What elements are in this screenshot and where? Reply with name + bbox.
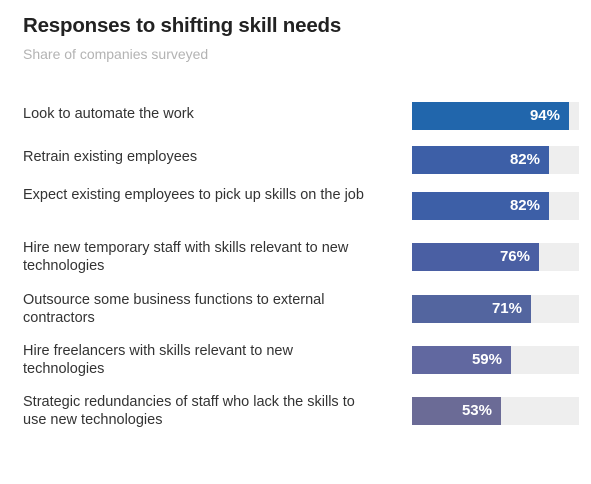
bar-track: 82% bbox=[412, 146, 579, 174]
bar-track: 76% bbox=[412, 243, 579, 271]
category-label: Look to automate the work bbox=[23, 106, 194, 122]
data-label: 82% bbox=[509, 197, 540, 214]
page-title: Responses to shifting skill needs bbox=[23, 14, 342, 37]
bar bbox=[412, 295, 531, 323]
bar-track: 94% bbox=[412, 102, 579, 130]
bar bbox=[412, 243, 539, 271]
data-label: 71% bbox=[491, 300, 522, 317]
category-label: Strategic redundancies of staff who lack… bbox=[23, 394, 355, 428]
category-label: Hire new temporary staff with skills rel… bbox=[23, 240, 349, 274]
bar-track: 59% bbox=[412, 346, 579, 374]
bar-track: 53% bbox=[412, 397, 579, 425]
data-label: 76% bbox=[499, 248, 530, 265]
bar bbox=[412, 102, 569, 130]
data-label: 82% bbox=[509, 151, 540, 168]
data-label: 94% bbox=[529, 107, 560, 124]
bar-track: 82% bbox=[412, 192, 579, 220]
bar bbox=[412, 346, 511, 374]
category-label: Outsource some business functions to ext… bbox=[23, 292, 325, 326]
bar-track: 71% bbox=[412, 295, 579, 323]
category-label: Hire freelancers with skills relevant to… bbox=[23, 343, 293, 377]
page-subtitle: Share of companies surveyed bbox=[23, 46, 209, 62]
category-label: Retrain existing employees bbox=[23, 149, 198, 165]
data-label: 59% bbox=[471, 351, 502, 368]
category-label: Expect existing employees to pick up ski… bbox=[23, 187, 364, 203]
bar bbox=[412, 146, 549, 174]
data-label: 53% bbox=[461, 402, 492, 419]
bar bbox=[412, 397, 501, 425]
bar bbox=[412, 192, 549, 220]
